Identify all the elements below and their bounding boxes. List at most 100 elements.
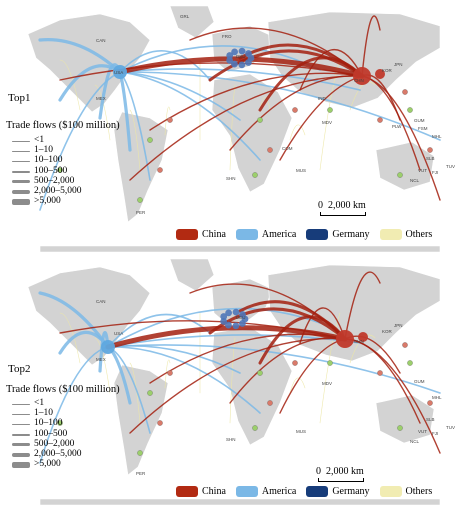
country-code-label: TUV	[446, 164, 455, 169]
partner-country-node	[147, 137, 153, 143]
trade-flow-line	[361, 15, 381, 77]
partner-country-node	[292, 360, 298, 366]
trade-flow-line	[39, 71, 121, 211]
germany-partner-node	[245, 50, 252, 57]
flow-class-label: 500–2,000	[34, 175, 75, 186]
legend-item-china: China	[176, 229, 226, 240]
china-swatch	[176, 486, 198, 497]
panel-title: Top1	[8, 92, 31, 104]
trade-flow-line	[129, 109, 141, 171]
germany-partner-node	[238, 47, 246, 55]
trade-flow-line	[59, 62, 363, 81]
country-code-label: MHL	[432, 395, 442, 400]
partner-country-node	[252, 425, 258, 431]
partner-country-node	[157, 167, 163, 173]
country-code-label: JPN	[394, 62, 403, 67]
china-swatch	[176, 229, 198, 240]
country-code-label: MDV	[322, 120, 332, 125]
panel-title: Top2	[8, 363, 31, 375]
country-code-label: CAN	[96, 299, 106, 304]
flow-line-sample	[12, 462, 30, 469]
country-code-label: JPN	[394, 323, 403, 328]
germany-swatch	[306, 229, 329, 240]
legend-title: Trade flows ($100 million)	[6, 120, 120, 131]
legend-label: Germany	[332, 486, 370, 497]
trade-flow-line	[289, 377, 306, 394]
trade-flow-line	[119, 45, 321, 73]
partner-country-node	[427, 147, 433, 153]
legend-title: Trade flows ($100 million)	[6, 384, 120, 395]
country-code-label: MUS	[296, 168, 306, 173]
country-code-label: PLW	[392, 124, 402, 129]
antarctica-strip	[39, 498, 441, 505]
legend-item-others: Others	[379, 229, 432, 240]
legend-label: Others	[405, 486, 433, 497]
flow-class-label: 100–500	[34, 165, 68, 176]
country-code-label: MHL	[432, 134, 442, 139]
legend-label: America	[261, 486, 297, 497]
partner-country-node	[57, 167, 63, 173]
flow-line-sample	[12, 141, 30, 142]
trade-flow-line	[59, 59, 81, 111]
flow-class-label: >5,000	[34, 196, 61, 207]
australia-landmass	[375, 394, 435, 444]
america-swatch	[235, 229, 258, 240]
trade-flow-line	[149, 72, 363, 131]
legend-item-germany: Germany	[306, 229, 370, 240]
trade-flow-line	[229, 337, 236, 424]
partner-country-node	[292, 107, 298, 113]
scale-distance-label: 2,000 km	[326, 466, 364, 477]
trade-flow-line	[107, 313, 211, 348]
country-code-label: MEX	[96, 96, 106, 101]
partner-country-node	[57, 420, 63, 426]
trade-flow-line	[229, 337, 346, 404]
country-code-label: TUV	[446, 425, 455, 430]
greenland-landmass	[169, 258, 215, 292]
others-swatch	[379, 486, 402, 497]
partner-country-node	[257, 117, 263, 123]
trade-flow-line	[149, 333, 346, 384]
partner-country-node	[402, 342, 408, 348]
country-code-label: DEU	[236, 315, 246, 320]
flow-line-sample	[12, 150, 30, 152]
partner-country-node	[157, 420, 163, 426]
scale-zero-label: 0	[318, 200, 323, 211]
country-code-label: USA	[114, 331, 123, 336]
flow-class-label: 2,000–5,000	[34, 448, 82, 459]
partner-country-node	[147, 390, 153, 396]
trade-flow-line	[59, 320, 346, 340]
country-code-label: VUT	[418, 429, 427, 434]
partner-country-node	[427, 400, 433, 406]
flow-class-label: 1–10	[34, 145, 53, 156]
partner-country-node	[407, 107, 413, 113]
flow-class-label: 500–2,000	[34, 438, 75, 449]
color-legend: China America Germany Others	[176, 486, 442, 497]
germany-partner-node	[231, 60, 238, 68]
flow-class-label: <1	[34, 398, 45, 408]
country-code-label: PER	[136, 210, 146, 215]
partner-country-node	[327, 360, 333, 366]
flow-line-sample	[12, 423, 30, 426]
partner-country-node	[167, 370, 173, 376]
south-america-landmass	[113, 111, 169, 223]
china-hub-node	[336, 330, 354, 348]
legend-label: China	[202, 486, 226, 497]
germany-partner-node	[232, 322, 240, 330]
germany-partner-node	[238, 61, 246, 69]
flow-line-sample	[12, 199, 30, 206]
germany-swatch	[306, 486, 329, 497]
china-hub-node	[353, 67, 371, 85]
color-legend: China America Germany Others	[176, 229, 442, 240]
country-code-label: COM	[282, 146, 293, 151]
trade-flow-line	[129, 362, 141, 424]
australia-landmass	[375, 141, 435, 191]
country-code-label: NCL	[410, 439, 419, 444]
partner-country-node	[397, 172, 403, 178]
partner-country-node	[397, 425, 403, 431]
country-code-label: KOR	[382, 68, 393, 73]
africa-landmass	[211, 326, 293, 446]
germany-partner-node	[239, 320, 246, 327]
trade-flow-line	[319, 312, 341, 424]
flow-line-sample	[12, 413, 30, 415]
